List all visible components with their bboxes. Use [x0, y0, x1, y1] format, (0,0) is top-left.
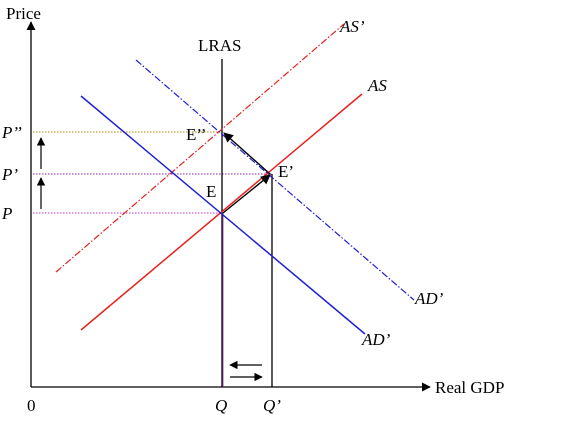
move-arrow-e1-to-e2 — [223, 132, 271, 175]
as-label: AS — [367, 76, 387, 95]
origin-label: 0 — [27, 396, 36, 415]
point-label-e2: E’’ — [186, 125, 206, 144]
lras-label: LRAS — [198, 36, 241, 55]
as-shifted-label: AS’ — [339, 17, 365, 36]
price-label-p2: P’’ — [1, 123, 22, 142]
y-axis-label: Price — [6, 4, 41, 23]
ad-shifted-line — [135, 59, 415, 301]
move-arrow-e-to-e1 — [222, 174, 271, 214]
ad-shifted-label: AD’ — [414, 289, 444, 308]
quantity-label-q1: Q’ — [263, 396, 281, 415]
point-label-e1: E’ — [278, 162, 294, 181]
ad-line — [80, 95, 366, 335]
point-label-e: E — [206, 182, 216, 201]
quantity-label-q: Q — [215, 396, 227, 415]
x-axis-label: Real GDP — [435, 378, 504, 397]
price-label-p: P — [1, 204, 12, 223]
as-shifted-line — [55, 23, 345, 273]
ad-label: AD’ — [361, 330, 391, 349]
price-label-p1: P’ — [1, 165, 18, 184]
as-line — [80, 93, 363, 331]
